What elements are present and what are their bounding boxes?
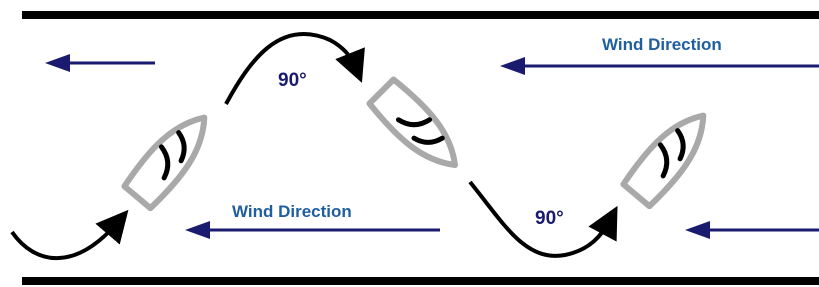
angle-label: 90° — [535, 208, 564, 229]
boats — [123, 78, 718, 210]
bottom-bank — [22, 277, 819, 285]
wind-label: Wind Direction — [602, 35, 722, 54]
diagram: Wind Direction Wind Direction 90° 90° — [0, 0, 819, 287]
angle-label: 90° — [278, 70, 307, 91]
top-bank — [22, 11, 819, 19]
wind-label: Wind Direction — [232, 202, 352, 221]
